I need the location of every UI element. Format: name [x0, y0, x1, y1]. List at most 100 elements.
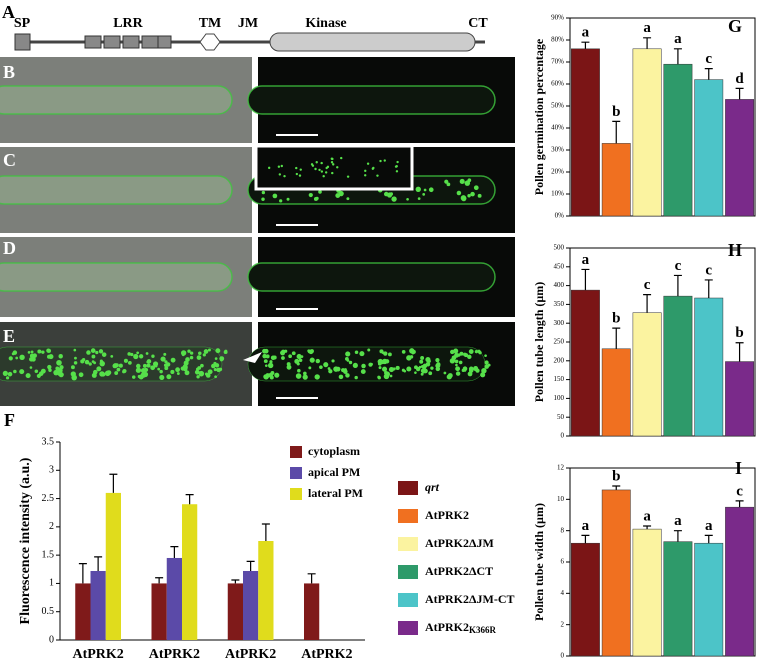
- legend-swatch: [398, 509, 418, 523]
- vesicle: [470, 191, 475, 197]
- vesicle: [278, 173, 282, 176]
- error-bar: [643, 294, 652, 313]
- vesicle: [327, 367, 331, 370]
- vesicle: [319, 365, 323, 370]
- vesicle: [464, 353, 469, 358]
- vesicle: [452, 358, 456, 362]
- panel-label: F: [4, 410, 15, 430]
- vesicle: [127, 352, 131, 356]
- vesicle: [183, 360, 189, 366]
- y-tick-label: 70%: [551, 58, 564, 66]
- vesicle: [288, 354, 292, 359]
- vesicle: [145, 352, 149, 355]
- legend-swatch: [398, 565, 418, 579]
- error-bar: [735, 500, 744, 508]
- vesicle: [324, 171, 328, 174]
- vesicle: [383, 159, 386, 162]
- vesicle: [378, 366, 382, 370]
- vesicle: [352, 362, 358, 369]
- vesicle: [320, 161, 323, 165]
- vesicle: [311, 164, 315, 167]
- bar: [725, 361, 755, 437]
- vesicle: [58, 372, 64, 378]
- domain-label: JM: [238, 16, 258, 31]
- lrr-box: [84, 35, 102, 49]
- bar: [601, 489, 631, 657]
- vesicle: [446, 374, 452, 380]
- legend-swatch: [290, 446, 302, 458]
- vesicle: [473, 185, 479, 191]
- vesicle: [136, 363, 141, 369]
- vesicle: [389, 374, 393, 378]
- error-bar: [704, 68, 713, 80]
- significance-letter: d: [735, 71, 744, 87]
- vesicle: [47, 364, 52, 370]
- legend-text: AtPRK2ΔCT: [425, 564, 493, 578]
- vesicle: [279, 199, 283, 203]
- legend-text: qrt: [425, 480, 440, 494]
- vesicle: [454, 352, 459, 358]
- y-tick-label: 4: [561, 589, 565, 597]
- vesicle: [296, 362, 300, 366]
- vesicle: [183, 366, 188, 372]
- bar: [151, 583, 167, 640]
- vesicle: [379, 349, 384, 354]
- vesicle: [200, 363, 204, 368]
- y-tick-label: 0: [49, 634, 54, 645]
- vesicle: [196, 355, 202, 360]
- vesicle: [415, 186, 421, 192]
- significance-letter: a: [674, 513, 682, 529]
- vesicle: [146, 363, 151, 368]
- y-tick-label: 12: [557, 464, 565, 472]
- vesicle: [359, 351, 365, 357]
- vesicle: [484, 354, 487, 357]
- vesicle: [338, 374, 344, 380]
- y-tick-label: 10: [557, 495, 565, 503]
- vesicle: [284, 349, 288, 353]
- vesicle: [272, 355, 277, 360]
- error-bar: [643, 37, 652, 49]
- vesicle: [151, 354, 155, 358]
- vesicle: [420, 368, 427, 374]
- vesicle: [29, 366, 33, 369]
- vesicle: [368, 362, 373, 367]
- vesicle: [283, 174, 286, 178]
- kinase-box: [269, 32, 476, 52]
- vesicle: [467, 371, 473, 377]
- vesicle: [345, 373, 350, 378]
- y-tick-label: 40%: [551, 124, 564, 132]
- vesicle: [401, 350, 406, 354]
- vesicle: [318, 168, 321, 172]
- vesicle: [364, 169, 367, 173]
- vesicle: [30, 350, 34, 354]
- error-bar: [735, 87, 744, 100]
- y-tick-label: 20%: [551, 168, 564, 176]
- vesicle: [15, 356, 19, 360]
- vesicle: [59, 365, 64, 370]
- y-tick-label: 450: [554, 262, 565, 270]
- y-tick-label: 30%: [551, 146, 564, 154]
- vesicle: [19, 369, 25, 375]
- vesicle: [435, 357, 440, 363]
- bar: [75, 583, 91, 640]
- vesicle: [299, 168, 302, 171]
- legend-label: AtPRK2K366R: [425, 620, 497, 635]
- y-tick-label: 100: [554, 394, 565, 402]
- domain-label: SP: [14, 16, 31, 31]
- vesicle: [455, 363, 458, 367]
- vesicle: [88, 362, 92, 366]
- vesicle: [420, 372, 424, 376]
- error-bar: [612, 120, 621, 144]
- y-axis-label: Fluorescence intensity (a.u.): [18, 457, 33, 624]
- legend-swatch: [398, 481, 418, 495]
- legend-label: apical PM: [308, 465, 360, 479]
- panel-label: C: [3, 150, 16, 170]
- vesicle: [280, 164, 284, 168]
- x-tick-label: AtPRK2: [72, 647, 124, 660]
- vesicle: [110, 354, 114, 358]
- vesicle: [73, 348, 77, 352]
- y-tick-label: 0: [561, 652, 565, 660]
- y-tick-label: 200: [554, 356, 565, 364]
- legend-subscript: K366R: [469, 625, 497, 635]
